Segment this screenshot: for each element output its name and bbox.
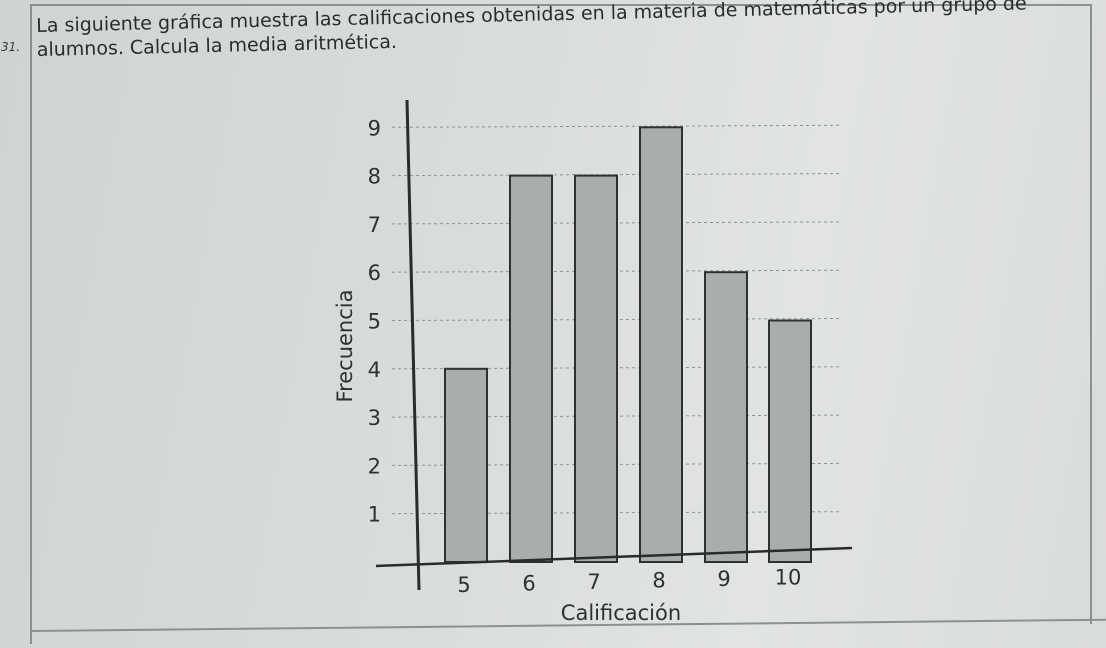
question-number: 31. <box>1 40 21 54</box>
bar-9 <box>704 271 748 563</box>
y-tick-label: 3 <box>368 406 381 430</box>
x-tick-label: 10 <box>775 566 802 590</box>
y-tick-label: 4 <box>368 358 381 382</box>
x-tick-label: 5 <box>457 573 470 597</box>
bar-5 <box>444 367 488 563</box>
bar-10 <box>768 319 812 563</box>
y-tick-label: 7 <box>368 213 381 237</box>
y-tick-label: 8 <box>368 165 381 189</box>
y-tick-label: 5 <box>368 310 381 334</box>
y-axis-line <box>405 99 421 591</box>
y-tick-label: 2 <box>368 454 381 478</box>
frame-border-top <box>30 4 1090 6</box>
x-axis-line <box>375 546 853 568</box>
bar-8 <box>639 126 683 564</box>
x-axis-label: Calificación <box>561 601 681 625</box>
x-tick-label: 7 <box>587 570 600 594</box>
y-tick-label: 9 <box>368 116 381 140</box>
y-tick-labels: 1 2 3 4 5 6 7 8 9 <box>368 116 381 526</box>
bar-7 <box>574 174 618 563</box>
y-tick-label: 1 <box>368 503 381 527</box>
frame-border-right <box>1090 4 1092 624</box>
x-tick-labels: 5 6 7 8 9 10 <box>457 566 801 598</box>
y-axis-label: Frecuencia <box>333 290 357 403</box>
frame-border-left <box>30 4 32 644</box>
axes <box>375 99 853 591</box>
x-tick-label: 6 <box>522 572 535 596</box>
x-tick-label: 9 <box>717 567 730 591</box>
y-tick-label: 6 <box>368 261 381 285</box>
bars <box>444 126 812 564</box>
gridline-9 <box>391 124 841 128</box>
bar-6 <box>509 174 553 563</box>
x-tick-label: 8 <box>652 569 665 593</box>
